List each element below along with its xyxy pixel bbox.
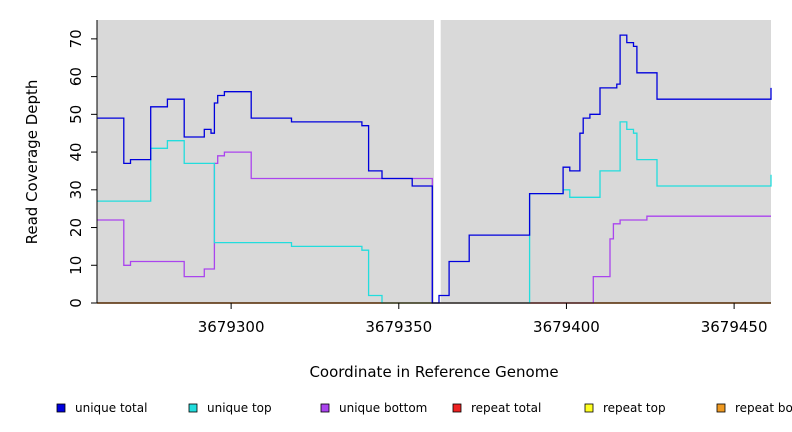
y-tick-label: 20 <box>67 218 85 237</box>
legend-label-repeat-bottom: repeat bottom <box>735 401 792 415</box>
y-tick-label: 0 <box>67 298 85 308</box>
axis-layer: 3679300 3679350 3679400 3679450 0 10 20 30 40 50 6… <box>67 20 771 336</box>
gap-band <box>434 20 441 303</box>
y-tick-label: 70 <box>67 29 85 48</box>
y-tick-label: 60 <box>67 67 85 86</box>
legend-swatch-repeat-top <box>584 403 594 413</box>
series-line-unique-top <box>97 121 772 304</box>
y-tick-label: 40 <box>67 143 85 162</box>
x-tick-label: 3679450 <box>701 318 768 336</box>
y-tick-label: 30 <box>67 180 85 199</box>
legend-swatch-unique-bottom <box>320 403 330 413</box>
y-tick-label: 10 <box>67 256 85 275</box>
x-tick-label: 3679350 <box>365 318 432 336</box>
series-line-unique-bottom <box>97 151 771 304</box>
legend: unique total unique top unique bottom repea… <box>56 401 792 415</box>
y-axis-title: Read Coverage Depth <box>23 80 41 245</box>
x-tick-label: 3679400 <box>533 318 600 336</box>
legend-label-unique-top: unique top <box>207 401 272 415</box>
legend-label-repeat-top: repeat top <box>603 401 666 415</box>
legend-swatch-repeat-total <box>452 403 462 413</box>
legend-label-repeat-total: repeat total <box>471 401 541 415</box>
legend-swatch-unique-total <box>56 403 66 413</box>
x-tick-label: 3679300 <box>198 318 265 336</box>
x-axis-title: Coordinate in Reference Genome <box>309 363 558 381</box>
legend-swatch-unique-top <box>188 403 198 413</box>
y-tick-label: 50 <box>67 105 85 124</box>
legend-label-unique-bottom: unique bottom <box>339 401 427 415</box>
legend-swatch-repeat-bottom <box>716 403 726 413</box>
legend-label-unique-total: unique total <box>75 401 147 415</box>
